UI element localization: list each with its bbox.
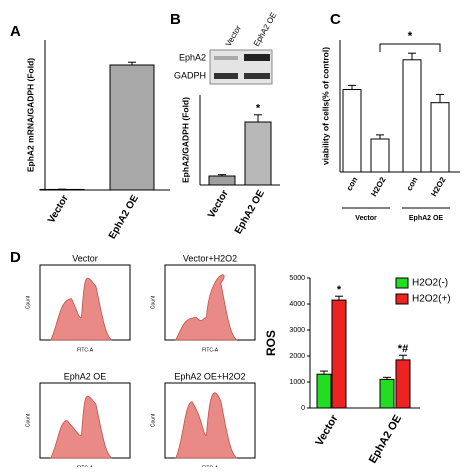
y-axis-label: EphA2/GADPH (Fold) (180, 97, 190, 183)
blot-column-label: Vector (224, 24, 243, 48)
y-tick-label: 3000 (289, 327, 305, 334)
flow-y-label: Count (25, 413, 31, 427)
blot-row-label: GADPH (174, 70, 206, 80)
group-label: Vector (355, 215, 377, 222)
panel-label: D (10, 249, 21, 266)
y-axis-label: EphA2 mRNA/GADPH (Fold) (25, 58, 35, 172)
bar (395, 359, 411, 409)
y-tick-label: 1000 (289, 379, 305, 386)
x-tick-label: con (405, 175, 420, 192)
legend-swatch (395, 277, 409, 289)
flow-title: EphA2 OE+H2O2 (174, 371, 245, 381)
x-tick-label: Vector (46, 193, 71, 225)
bar (316, 373, 332, 409)
x-tick-label: Vector (206, 188, 231, 220)
blot-band (244, 73, 270, 79)
y-axis-label: ROS (264, 330, 278, 356)
y-tick-label: 5000 (289, 275, 305, 282)
panel-label: A (10, 23, 21, 40)
significance: * (337, 284, 342, 296)
bar (342, 89, 362, 173)
flow-y-label: Count (150, 295, 156, 309)
y-axis-label: viability of cells(% of control) (320, 47, 330, 165)
flow-title: EphA2 OE (64, 371, 107, 381)
legend-swatch (395, 293, 409, 305)
group-label: EphA2 OE (409, 215, 444, 222)
bar (430, 102, 450, 173)
x-tick-label: Vector (313, 412, 341, 448)
flow-y-label: Count (25, 295, 31, 309)
flow-title: Vector+H2O2 (183, 253, 237, 263)
y-tick-label: 4000 (289, 301, 305, 308)
blot-row-label: EphA2 (179, 52, 206, 62)
legend-label: H2O2(-) (412, 278, 448, 289)
flow-x-label: FITC-A (202, 347, 219, 353)
x-tick-label: con (345, 175, 360, 192)
bar (370, 138, 390, 173)
x-tick-label: H2O2 (369, 175, 388, 198)
bracket-label: * (408, 29, 413, 43)
panel-label: C (330, 11, 341, 28)
panel-label: B (170, 11, 181, 28)
blot-band (214, 73, 238, 79)
flow-title: Vector (72, 253, 98, 263)
bar (244, 121, 272, 186)
x-tick-label: EphA2 OE (107, 193, 141, 241)
x-tick-label: EphA2 OE (367, 413, 404, 466)
blot-column-label: EphA2 OE (252, 11, 279, 48)
blot-band (214, 56, 238, 60)
flow-histogram (50, 395, 113, 459)
bar (109, 64, 155, 191)
bracket (379, 43, 441, 52)
flow-histogram (50, 277, 113, 341)
flow-x-label: FITC-A (77, 347, 94, 353)
bar (379, 378, 395, 409)
x-tick-label: EphA2 OE (233, 188, 267, 236)
bar (208, 175, 236, 186)
flow-histogram (175, 274, 238, 341)
significance: * (256, 103, 261, 115)
bar (402, 59, 422, 173)
legend-label: H2O2(+) (412, 294, 451, 305)
y-tick-label: 2000 (289, 353, 305, 360)
flow-histogram (175, 392, 238, 459)
significance: *# (398, 343, 408, 355)
blot-band (244, 54, 270, 61)
y-tick-label: 0 (301, 405, 305, 412)
bar (331, 299, 347, 409)
flow-y-label: Count (150, 413, 156, 427)
x-tick-label: H2O2 (429, 175, 448, 198)
